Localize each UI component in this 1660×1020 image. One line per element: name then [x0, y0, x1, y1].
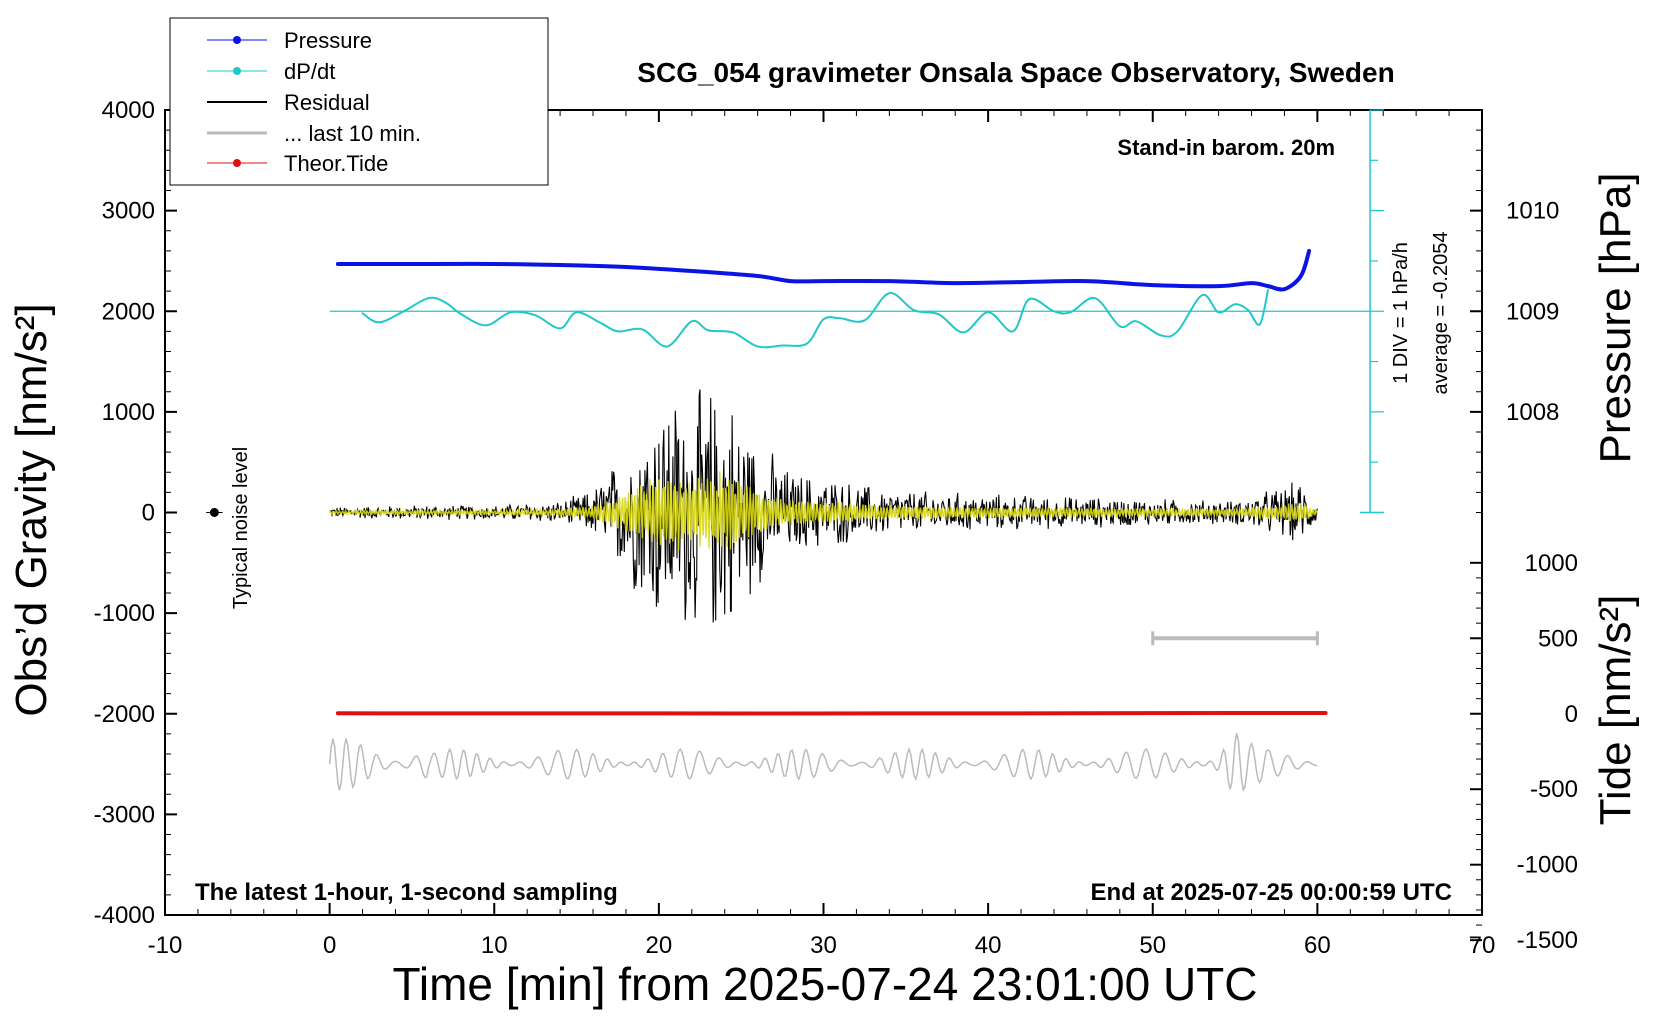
y-tick-label: 1000 — [102, 399, 155, 426]
y-tick-label: 2000 — [102, 298, 155, 325]
y-axis-title-tide: Tide [nm/s²] — [1591, 595, 1640, 826]
tide-tick-label: -1000 — [1517, 852, 1578, 879]
x-tick-label: 0 — [323, 932, 336, 959]
axis-ticks: -10 0 10 20 30 40 50 60 70 -4000 -3000 -2000 -1000 0 1… — [94, 97, 1578, 959]
legend-label-last10: ... last 10 min. — [284, 121, 421, 146]
x-tick-label: 70 — [1469, 932, 1496, 959]
x-tick-label: -10 — [148, 932, 183, 959]
pressure-series — [335, 248, 1312, 292]
annotation-barometer: Stand-in barom. 20m — [1117, 135, 1335, 160]
tide-tick-label: 500 — [1538, 625, 1578, 652]
annotation-latest: The latest 1-hour, 1-second sampling — [195, 879, 618, 906]
legend: Pressure dP/dt Residual ... last 10 min.… — [169, 17, 549, 186]
x-tick-label: 60 — [1304, 932, 1331, 959]
y-tick-label: 0 — [142, 500, 155, 527]
y-axis-title-pressure: Pressure [hPa] — [1591, 172, 1640, 463]
tide-tick-label: 0 — [1565, 701, 1578, 728]
y-tick-label: 3000 — [102, 198, 155, 225]
residual-overlay-series — [329, 471, 1319, 551]
data-traces — [206, 109, 1385, 793]
dpdt-series — [361, 289, 1269, 349]
y-tick-label: -2000 — [94, 701, 155, 728]
tide-tick-label: -1500 — [1517, 927, 1578, 954]
y-tick-label: -1000 — [94, 600, 155, 627]
y-tick-label: 4000 — [102, 97, 155, 124]
annotation-average: average = -0.2054 — [1430, 232, 1452, 395]
pressure-tick-label: 1010 — [1506, 198, 1559, 225]
y-tick-label: -3000 — [94, 801, 155, 828]
chart-title: SCG_054 gravimeter Onsala Space Observat… — [637, 57, 1394, 88]
x-tick-label: 20 — [646, 932, 673, 959]
legend-marker-dpdt — [233, 67, 241, 75]
filtered-series — [328, 733, 1318, 793]
y-tick-label: -4000 — [94, 902, 155, 929]
tide-tick-label: -500 — [1530, 776, 1578, 803]
y-axis-title-left: Obs’d Gravity [nm/s²] — [7, 303, 56, 716]
pressure-tick-label: 1008 — [1506, 399, 1559, 426]
annotation-noise: Typical noise level — [230, 447, 252, 609]
x-tick-label: 50 — [1139, 932, 1166, 959]
legend-label-pressure: Pressure — [284, 28, 372, 53]
legend-marker-tide — [233, 159, 241, 167]
x-tick-label: 10 — [481, 932, 508, 959]
x-tick-label: 40 — [975, 932, 1002, 959]
x-tick-label: 30 — [810, 932, 837, 959]
annotation-div: 1 DIV = 1 hPa/h — [1390, 242, 1412, 384]
legend-label-residual: Residual — [284, 90, 370, 115]
x-axis-title: Time [min] from 2025-07-24 23:01:00 UTC — [393, 958, 1258, 1010]
pressure-tick-label: 1009 — [1506, 298, 1559, 325]
tide-tick-label: 1000 — [1525, 550, 1578, 577]
legend-label-tide: Theor.Tide — [284, 151, 388, 176]
legend-label-dpdt: dP/dt — [284, 59, 335, 84]
noise-level-marker — [209, 508, 219, 517]
tide-series — [335, 710, 1328, 716]
annotation-end: End at 2025-07-25 00:00:59 UTC — [1091, 879, 1453, 906]
legend-marker-pressure — [233, 36, 241, 44]
